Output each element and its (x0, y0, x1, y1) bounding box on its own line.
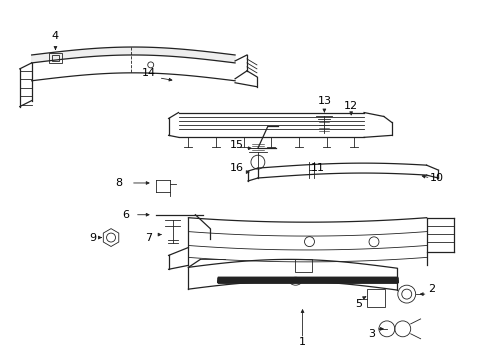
Text: 16: 16 (229, 163, 244, 173)
Bar (48, 53, 62, 63)
Text: 9: 9 (89, 233, 97, 243)
Text: 12: 12 (344, 100, 358, 111)
Bar (294, 260, 312, 272)
Text: 4: 4 (52, 31, 59, 41)
Bar (366, 289, 384, 307)
Text: 8: 8 (115, 178, 122, 188)
Text: 6: 6 (122, 210, 129, 220)
Text: 10: 10 (428, 173, 443, 183)
Text: 13: 13 (317, 96, 331, 105)
Bar (51, 55, 60, 61)
Text: 11: 11 (310, 163, 324, 173)
Text: 15: 15 (229, 140, 244, 150)
Text: 3: 3 (368, 329, 375, 339)
Text: 1: 1 (299, 337, 305, 347)
Text: 2: 2 (427, 284, 434, 294)
Text: 7: 7 (145, 233, 152, 243)
Text: 14: 14 (142, 68, 156, 78)
Polygon shape (32, 47, 235, 63)
Text: 5: 5 (355, 299, 362, 309)
